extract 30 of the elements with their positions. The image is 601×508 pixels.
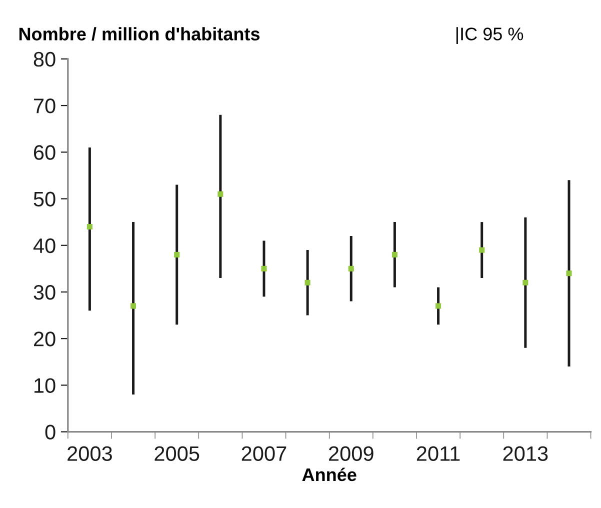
x-tick-label: 2011	[416, 446, 460, 461]
point	[566, 270, 572, 276]
x-tick-label: 2007	[242, 446, 286, 461]
point	[86, 224, 92, 230]
x-axis-title: Année	[302, 468, 356, 482]
point	[436, 303, 442, 309]
x-tick-label: 2005	[154, 446, 200, 461]
y-tick-label: 40	[33, 238, 56, 254]
point	[522, 280, 528, 286]
y-tick-label: 10	[34, 378, 56, 393]
point	[348, 266, 354, 272]
y-tick-label: 70	[34, 98, 56, 114]
y-tick-label: 50	[34, 192, 56, 207]
point	[392, 252, 398, 258]
point	[130, 303, 136, 309]
y-tick-label: 20	[34, 332, 56, 346]
x-tick-label: 2013	[503, 446, 548, 461]
point	[261, 266, 267, 272]
text: |IC 95 %	[456, 27, 524, 44]
y-tick-label: 30	[34, 284, 56, 300]
point	[479, 247, 485, 253]
y-tick-label: 80	[34, 52, 56, 67]
y-tick-label: 60	[34, 145, 56, 160]
x-tick-label: 2003	[68, 446, 112, 461]
point	[218, 191, 224, 197]
y-axis-title: Nombre / million d'habitants	[19, 27, 260, 41]
y-tick-label: 0	[45, 424, 56, 440]
x-tick-label: 2009	[329, 446, 374, 461]
point	[304, 280, 310, 286]
point	[174, 252, 180, 258]
